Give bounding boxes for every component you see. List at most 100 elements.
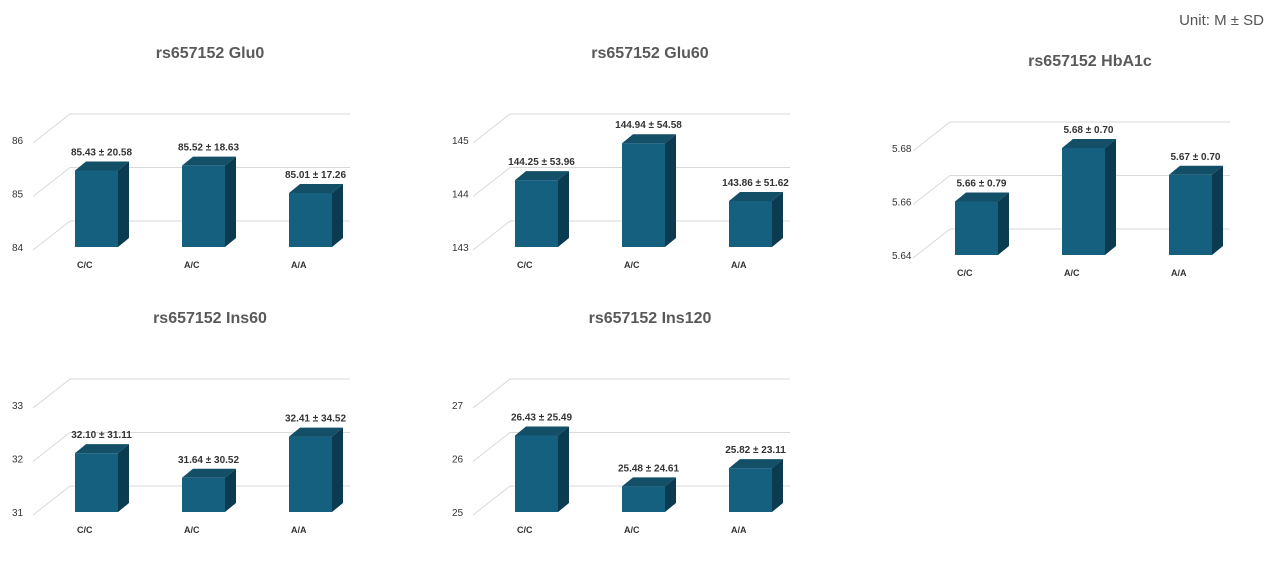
- gridline: [472, 485, 790, 516]
- y-tick-label: 33: [12, 401, 24, 412]
- bar-a-c: [622, 134, 676, 247]
- bar-side: [225, 468, 236, 512]
- data-label: 26.43 ± 25.49: [511, 412, 573, 423]
- bar-side: [665, 477, 676, 512]
- category-label: A/A: [731, 525, 747, 535]
- chart-panel-ins60: rs657152 Ins60 31 32 33 32.10 ± 31.11 C/C 31.6…: [0, 305, 420, 565]
- bar-top: [289, 183, 343, 193]
- y-tick-label: 84: [12, 243, 24, 254]
- category-label: A/A: [1171, 268, 1187, 278]
- bar-front: [955, 201, 998, 255]
- bar-side: [558, 426, 569, 512]
- bar-front: [182, 477, 225, 512]
- bar-side: [772, 459, 783, 512]
- bar-a-c: [1062, 139, 1116, 255]
- bar-front: [622, 486, 665, 512]
- bar-side: [118, 444, 129, 512]
- gridline: [32, 432, 350, 462]
- y-tick-label: 85: [12, 190, 24, 201]
- gridline: [472, 432, 790, 462]
- y-tick-label: 145: [452, 136, 469, 147]
- bar-top: [1062, 139, 1116, 148]
- chart-panel-hba1c: rs657152 HbA1c 5.64 5.66 5.68 5.66 ± 0.79 C/C…: [880, 48, 1272, 308]
- category-label: C/C: [77, 525, 93, 535]
- y-tick-label: 25: [452, 508, 464, 519]
- unit-note: Unit: M ± SD: [1179, 12, 1264, 29]
- y-tick-label: 31: [12, 508, 24, 519]
- bar-top: [75, 161, 129, 171]
- bar-side: [1212, 165, 1223, 255]
- bar-front: [622, 143, 665, 247]
- data-label: 25.82 ± 23.11: [725, 445, 786, 456]
- gridline: [912, 121, 1230, 152]
- bar-top: [955, 192, 1009, 202]
- gridline: [472, 378, 790, 409]
- bar-a-c: [622, 477, 676, 512]
- bar-a-c: [182, 156, 236, 247]
- data-label: 143.86 ± 51.62: [722, 178, 789, 189]
- bar-top: [515, 426, 569, 436]
- data-label: 32.10 ± 31.11: [71, 430, 132, 441]
- gridline: [32, 485, 350, 516]
- category-label: A/A: [291, 525, 307, 535]
- bar-top: [622, 477, 676, 487]
- bar-c-c: [515, 171, 569, 247]
- bar-top: [182, 468, 236, 478]
- bar-a-a: [289, 427, 343, 512]
- bar-front: [75, 453, 118, 512]
- bar-a-a: [729, 459, 783, 512]
- bar-c-c: [515, 426, 569, 512]
- chart-title: rs657152 Ins60: [153, 310, 267, 327]
- bar-front: [289, 436, 332, 512]
- chart-title: rs657152 Glu60: [591, 45, 709, 62]
- y-tick-label: 26: [452, 455, 464, 466]
- gridline: [32, 113, 350, 144]
- bar-top: [515, 171, 569, 181]
- chart-glu60-svg: rs657152 Glu60 143 144 145 144.25 ± 53.96 C/C…: [452, 45, 790, 270]
- data-label: 85.52 ± 18.63: [178, 143, 240, 154]
- category-label: A/C: [624, 525, 640, 535]
- bar-a-c: [182, 468, 236, 512]
- bar-top: [729, 191, 783, 201]
- chart-ins60-svg: rs657152 Ins60 31 32 33 32.10 ± 31.11 C/C 31.6…: [12, 310, 350, 535]
- bar-front: [75, 170, 118, 247]
- category-label: A/C: [1064, 268, 1080, 278]
- gridline: [912, 175, 1230, 205]
- gridline: [912, 228, 1230, 259]
- chart-title: rs657152 Glu0: [156, 45, 265, 62]
- data-label: 5.66 ± 0.79: [957, 179, 1007, 190]
- chart-glu0-svg: rs657152 Glu0 84 85 86 85.43 ± 20.58 C/C 85.52…: [12, 45, 350, 270]
- data-label: 85.01 ± 17.26: [285, 170, 347, 181]
- bar-top: [729, 459, 783, 469]
- y-tick-label: 5.64: [892, 251, 912, 262]
- chart-panel-glu60: rs657152 Glu60 143 144 145 144.25 ± 53.96 C/C…: [440, 40, 860, 300]
- category-label: A/C: [184, 260, 200, 270]
- chart-ins120-svg: rs657152 Ins120 25 26 27 26.43 ± 25.49 C/C 25.…: [452, 310, 790, 535]
- bar-side: [332, 183, 343, 247]
- chart-title: rs657152 HbA1c: [1028, 53, 1152, 70]
- gridline: [32, 220, 350, 251]
- category-label: C/C: [957, 268, 973, 278]
- gridline: [32, 167, 350, 197]
- bar-front: [515, 180, 558, 247]
- y-tick-label: 144: [452, 190, 469, 201]
- y-tick-label: 86: [12, 136, 24, 147]
- bar-front: [1062, 148, 1105, 255]
- chart-hba1c-svg: rs657152 HbA1c 5.64 5.66 5.68 5.66 ± 0.79 C/C…: [892, 53, 1230, 278]
- bar-side: [665, 134, 676, 247]
- bar-a-a: [1169, 165, 1223, 255]
- chart-panel-ins120: rs657152 Ins120 25 26 27 26.43 ± 25.49 C/C 25.…: [440, 305, 860, 565]
- data-label: 32.41 ± 34.52: [285, 414, 347, 425]
- data-label: 85.43 ± 20.58: [71, 147, 133, 158]
- gridline: [472, 113, 790, 144]
- data-label: 144.94 ± 54.58: [615, 120, 682, 131]
- category-label: C/C: [517, 525, 533, 535]
- y-tick-label: 27: [452, 401, 464, 412]
- data-label: 31.64 ± 30.52: [178, 455, 240, 466]
- category-label: A/C: [184, 525, 200, 535]
- bar-top: [75, 444, 129, 454]
- bar-side: [998, 192, 1009, 255]
- bar-front: [515, 435, 558, 512]
- bar-front: [729, 200, 772, 247]
- bar-top: [289, 427, 343, 437]
